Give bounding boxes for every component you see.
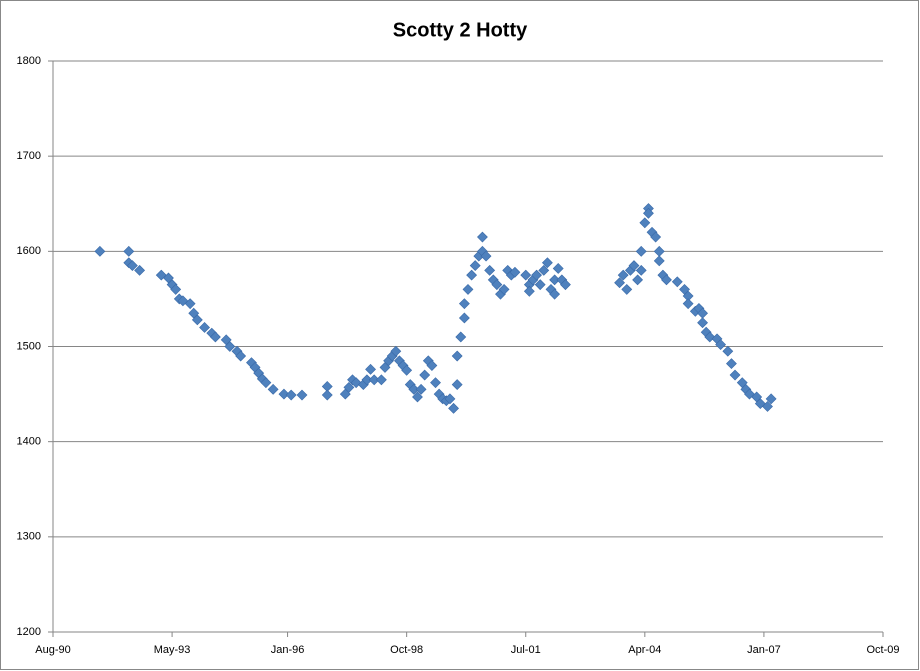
x-tick-label: Aug-90	[35, 644, 70, 656]
point	[415, 383, 427, 395]
point	[520, 269, 532, 281]
x-tick-label: Jan-96	[271, 644, 305, 656]
y-tick-label: 1400	[17, 436, 41, 448]
point	[560, 279, 571, 291]
x-tick-label: Oct-09	[866, 644, 899, 656]
point	[762, 401, 773, 412]
point	[549, 288, 561, 300]
x-tick-label: Oct-98	[390, 644, 423, 656]
point	[408, 383, 420, 395]
point	[509, 266, 521, 278]
point	[498, 283, 510, 295]
point	[451, 350, 463, 362]
point	[365, 363, 376, 375]
point	[361, 374, 373, 386]
point	[412, 391, 423, 403]
y-tick-label: 1200	[17, 626, 41, 638]
point	[455, 331, 467, 343]
point	[541, 257, 553, 269]
point	[480, 250, 492, 262]
point	[451, 379, 463, 390]
y-tick-label: 1300	[17, 531, 41, 543]
point	[419, 369, 431, 381]
point	[523, 285, 535, 297]
point	[614, 277, 625, 289]
point	[653, 255, 665, 267]
point	[390, 345, 402, 357]
point	[426, 360, 438, 371]
point	[552, 263, 564, 274]
point	[484, 264, 496, 276]
point	[155, 269, 167, 281]
y-tick-label: 1600	[17, 245, 41, 257]
point	[682, 298, 694, 310]
point	[430, 377, 441, 389]
point	[697, 317, 708, 329]
point	[134, 264, 146, 276]
point	[267, 383, 279, 395]
point	[126, 260, 138, 272]
point	[285, 389, 297, 401]
point	[722, 345, 734, 357]
point	[765, 393, 777, 405]
x-tick-label: Apr-04	[628, 644, 661, 656]
point	[726, 358, 737, 370]
point	[321, 389, 333, 401]
point	[628, 260, 640, 272]
point	[209, 331, 221, 343]
point	[401, 364, 413, 376]
y-tick-label: 1700	[17, 150, 41, 162]
point	[469, 260, 481, 272]
point	[549, 274, 561, 286]
point	[123, 245, 135, 257]
point	[375, 374, 387, 386]
x-tick-label: Jan-07	[747, 644, 781, 656]
point	[199, 322, 210, 333]
point	[729, 369, 741, 381]
point	[466, 269, 478, 281]
point	[635, 264, 647, 276]
point	[650, 231, 662, 243]
point	[444, 393, 456, 405]
point	[621, 283, 633, 295]
point	[462, 283, 474, 295]
point	[632, 274, 644, 286]
point	[704, 331, 716, 343]
y-tick-label: 1800	[17, 55, 41, 67]
point	[477, 231, 488, 243]
point	[224, 341, 236, 352]
point	[191, 314, 203, 326]
point	[260, 377, 272, 389]
point	[491, 279, 503, 291]
point	[184, 298, 196, 310]
point	[343, 381, 355, 393]
point	[661, 274, 672, 286]
point	[278, 388, 290, 400]
point	[531, 269, 542, 281]
point	[296, 389, 308, 401]
point	[715, 339, 727, 351]
point	[534, 279, 546, 291]
x-tick-label: Jul-01	[511, 644, 541, 656]
point	[448, 402, 459, 414]
point	[635, 245, 647, 257]
point	[368, 374, 380, 386]
point	[671, 276, 683, 288]
chart-title: Scotty 2 Hotty	[393, 19, 528, 41]
point	[639, 217, 651, 229]
point	[617, 269, 629, 281]
point	[643, 207, 654, 219]
point	[170, 283, 182, 295]
y-tick-label: 1500	[17, 340, 41, 352]
point	[458, 312, 470, 324]
point	[94, 245, 106, 257]
point	[538, 264, 550, 276]
x-tick-label: May-93	[154, 644, 191, 656]
point	[458, 298, 470, 310]
point	[235, 350, 247, 362]
